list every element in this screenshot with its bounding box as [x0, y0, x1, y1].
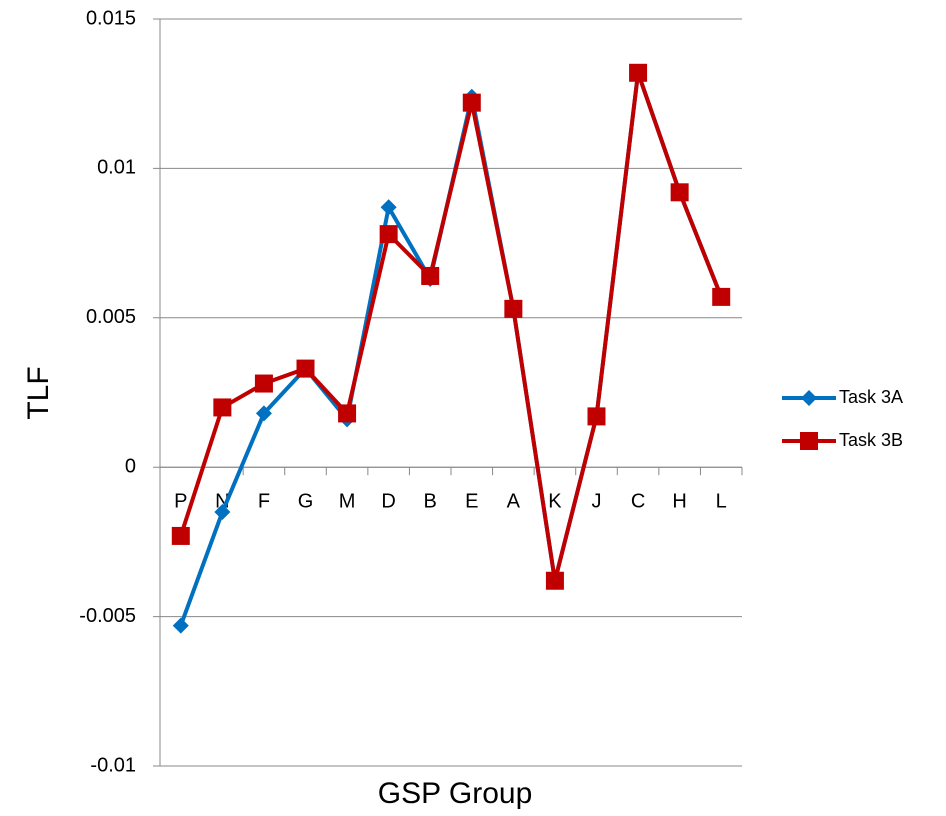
- x-tick-label: L: [716, 490, 727, 512]
- y-tick-label: -0.01: [90, 754, 136, 776]
- legend-label: Task 3A: [839, 387, 903, 407]
- data-point: [670, 183, 689, 202]
- x-tick-label: G: [298, 490, 314, 512]
- data-point: [172, 617, 189, 634]
- legend-marker: [801, 390, 817, 406]
- y-tick-label: -0.005: [79, 605, 136, 627]
- x-tick-label: K: [548, 490, 562, 512]
- data-point: [213, 398, 232, 417]
- data-point: [462, 93, 481, 112]
- data-point: [379, 225, 398, 244]
- x-tick-label: B: [424, 490, 437, 512]
- x-axis-label: GSP Group: [378, 777, 533, 810]
- x-tick-label: J: [592, 490, 602, 512]
- legend-marker: [800, 432, 818, 450]
- x-tick-label: H: [672, 490, 686, 512]
- y-tick-label: 0: [125, 455, 136, 477]
- data-point: [296, 359, 315, 378]
- x-tick-label: A: [507, 490, 521, 512]
- series-line: [178, 70, 724, 627]
- x-tick-label: E: [465, 490, 478, 512]
- legend-label: Task 3B: [839, 430, 903, 450]
- x-tick-label: P: [174, 490, 187, 512]
- data-point: [629, 63, 648, 82]
- data-point: [171, 526, 190, 545]
- x-tick-label: C: [631, 490, 645, 512]
- data-point: [338, 404, 357, 423]
- data-point: [504, 299, 523, 318]
- data-point: [214, 504, 231, 521]
- data-point: [712, 287, 731, 306]
- x-tick-label: D: [381, 490, 395, 512]
- y-tick-label: 0.015: [86, 7, 136, 29]
- data-point: [545, 571, 564, 590]
- x-tick-label: M: [339, 490, 356, 512]
- y-axis-label: TLF: [22, 366, 55, 419]
- data-point: [380, 199, 397, 216]
- data-point: [587, 407, 606, 426]
- y-tick-label: 0.005: [86, 306, 136, 328]
- y-tick-label: 0.01: [97, 157, 136, 179]
- x-tick-label: F: [258, 490, 270, 512]
- data-point: [421, 266, 440, 285]
- data-point: [254, 374, 273, 393]
- data-point: [255, 405, 272, 422]
